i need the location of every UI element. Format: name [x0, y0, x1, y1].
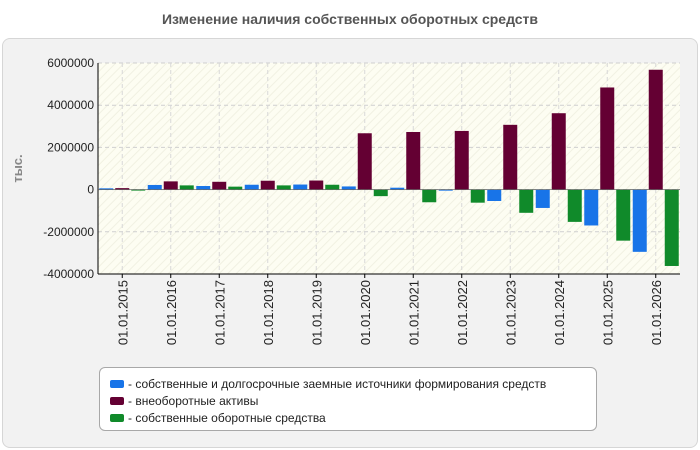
- bar: [276, 185, 291, 190]
- bar: [664, 189, 679, 266]
- legend-item: - собственные оборотные средства: [110, 409, 596, 426]
- x-tick-label: 01.01.2019: [309, 280, 324, 345]
- bar: [422, 189, 437, 203]
- y-tick-label: 2000000: [47, 140, 94, 154]
- x-tick-label: 01.01.2020: [358, 280, 373, 345]
- bar: [600, 87, 615, 190]
- y-axis-label: тыс.: [10, 154, 25, 182]
- bar: [567, 189, 582, 222]
- bar: [406, 131, 421, 190]
- bar: [454, 130, 469, 190]
- bar: [131, 189, 146, 191]
- bar: [584, 189, 599, 226]
- bar: [99, 188, 114, 190]
- y-tick-label: 4000000: [47, 98, 94, 112]
- y-tick-label: 0: [87, 183, 94, 197]
- x-tick-label: 01.01.2023: [503, 280, 518, 345]
- bar: [293, 184, 308, 190]
- y-tick-label: -4000000: [43, 267, 94, 281]
- x-tick-label: 01.01.2025: [600, 280, 615, 345]
- bar: [648, 69, 663, 190]
- bar: [632, 189, 647, 252]
- bar: [487, 189, 502, 201]
- x-tick-label: 01.01.2024: [552, 280, 567, 345]
- bar: [244, 184, 259, 190]
- y-tick-label: 6000000: [47, 56, 94, 70]
- chart-legend: - собственные и долгосрочные заемные ист…: [99, 367, 597, 431]
- legend-item: - собственные и долгосрочные заемные ист…: [110, 375, 596, 392]
- y-tick-label: -2000000: [43, 225, 94, 239]
- x-tick-label: 01.01.2018: [261, 280, 276, 345]
- chart-title: Изменение наличия собственных оборотных …: [161, 11, 539, 27]
- bar: [503, 124, 518, 190]
- bar: [357, 133, 372, 190]
- x-tick-label: 01.01.2021: [406, 280, 421, 345]
- bar: [438, 189, 453, 191]
- plot-area: [98, 63, 680, 274]
- bar: [228, 186, 243, 190]
- legend-label: - собственные и долгосрочные заемные ист…: [128, 376, 547, 391]
- bar: [535, 189, 550, 208]
- legend-swatch: [110, 379, 124, 388]
- bar: [260, 180, 275, 190]
- legend-swatch: [110, 396, 124, 405]
- bar: [373, 189, 388, 197]
- x-tick-label: 01.01.2017: [212, 280, 227, 345]
- bar: [115, 188, 130, 190]
- bar: [390, 187, 405, 190]
- bar: [519, 189, 534, 213]
- bar: [163, 181, 178, 190]
- bar: [616, 189, 631, 241]
- bar: [309, 180, 324, 190]
- x-tick-label: 01.01.2015: [115, 280, 130, 345]
- legend-label: - внеоборотные активы: [128, 393, 259, 408]
- bar: [212, 181, 227, 190]
- bar: [179, 185, 194, 190]
- bar: [196, 186, 211, 190]
- x-tick-label: 01.01.2026: [649, 280, 664, 345]
- bar: [147, 184, 162, 190]
- x-tick-label: 01.01.2016: [164, 280, 179, 345]
- bar: [325, 184, 340, 190]
- legend-label: - собственные оборотные средства: [128, 410, 326, 425]
- legend-item: - внеоборотные активы: [110, 392, 596, 409]
- bar: [551, 113, 566, 190]
- x-tick-label: 01.01.2022: [455, 280, 470, 345]
- bar: [341, 186, 356, 190]
- bar: [470, 189, 485, 203]
- legend-swatch: [110, 413, 124, 422]
